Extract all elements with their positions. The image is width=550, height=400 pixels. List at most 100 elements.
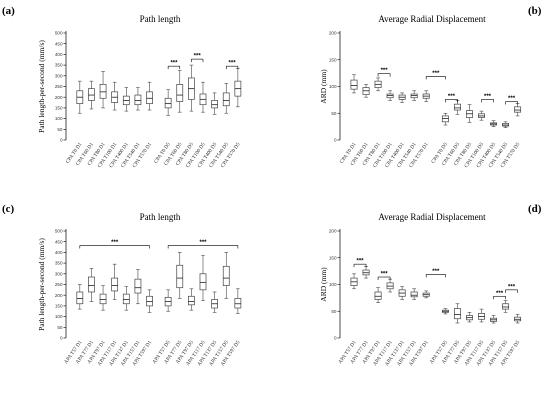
box-iqr (188, 295, 195, 306)
y-axis-label: ARD (mm) (319, 267, 328, 302)
box-plot (122, 286, 130, 311)
box-plot (478, 308, 485, 323)
significance-label: *** (496, 291, 504, 297)
y-axis-label: Path length-per-second (mm/s) (37, 238, 46, 331)
box-plot (386, 278, 394, 293)
box-iqr (453, 103, 461, 111)
box-plot (99, 285, 107, 311)
y-tick-label: 0 (60, 138, 63, 143)
box-iqr (502, 303, 510, 310)
y-tick-label: 50 (57, 325, 63, 330)
chart-panel-1: (a) Path length Path length-per-second (mm… (2, 5, 242, 169)
box-plot (211, 92, 218, 115)
box-plot (514, 314, 522, 324)
box-plot (350, 74, 358, 94)
significance-bracket: *** (505, 284, 518, 293)
box-plot (362, 266, 370, 279)
box-plot (441, 112, 449, 126)
y-tick-label: 300 (55, 271, 63, 276)
box-plot (122, 87, 130, 112)
significance-label: *** (508, 284, 516, 290)
y-tick-label: 350 (55, 261, 63, 266)
y-tick-label: 150 (329, 255, 337, 260)
chart-title: Average Radial Displacement (378, 14, 486, 24)
chart-title: Path length (140, 14, 181, 24)
box-iqr (99, 293, 107, 305)
significance-bracket: *** (377, 68, 391, 77)
significance-label: *** (199, 240, 207, 246)
y-tick-label: 50 (331, 309, 337, 314)
y-tick-label: 500 (55, 31, 63, 36)
significance-bracket: *** (493, 291, 506, 300)
y-axis-label: ARD (mm) (319, 69, 328, 104)
box-plot (478, 110, 485, 121)
box-plot (146, 289, 153, 313)
y-tick-label: 0 (334, 336, 337, 341)
box-iqr (122, 293, 130, 305)
box-plot (134, 87, 142, 111)
box-iqr (146, 91, 153, 104)
box-plot (134, 269, 142, 305)
box-plot (222, 252, 230, 299)
box-plot (374, 287, 382, 303)
y-tick-label: 100 (55, 314, 63, 319)
box-plot (234, 288, 242, 314)
box-plot (465, 104, 473, 123)
y-tick-label: 250 (55, 282, 63, 287)
y-tick-label: 300 (55, 73, 63, 78)
box-iqr (410, 291, 418, 298)
box-plot (398, 92, 406, 103)
box-plot (410, 288, 418, 300)
box-iqr (99, 84, 107, 99)
box-plot (176, 70, 184, 113)
box-plot (188, 288, 195, 311)
box-plot (490, 315, 498, 324)
significance-bracket: *** (425, 71, 446, 80)
y-tick-label: 150 (329, 57, 337, 62)
box-iqr (164, 97, 172, 109)
box-plot (441, 308, 449, 315)
box-iqr (146, 295, 153, 307)
y-tick-label: 200 (55, 293, 63, 298)
significance-bracket: *** (445, 94, 458, 103)
box-iqr (134, 278, 142, 294)
box-iqr (222, 92, 230, 107)
y-tick-label: 250 (55, 84, 63, 89)
box-plot (111, 263, 119, 300)
significance-label: *** (381, 272, 389, 278)
box-plot (490, 120, 498, 127)
significance-bracket: *** (225, 61, 239, 70)
box-iqr (134, 94, 142, 106)
box-iqr (176, 84, 184, 102)
significance-bracket: *** (425, 269, 446, 278)
y-tick-label: 50 (331, 111, 337, 116)
significance-bracket: *** (377, 272, 391, 281)
box-plot (502, 121, 510, 128)
box-plot (76, 80, 84, 114)
box-plot (76, 284, 84, 310)
chart-title: Path length (140, 212, 181, 222)
box-iqr (350, 79, 358, 90)
box-plot (111, 81, 119, 111)
box-iqr (88, 276, 95, 293)
box-iqr (88, 88, 95, 101)
box-plot (374, 77, 382, 92)
chart-panel-2: (b) Average Radial Displacement ARD (mm) 0 5… (319, 5, 542, 169)
box-plot (88, 268, 95, 302)
significance-label: *** (229, 61, 237, 67)
box-plot (362, 84, 370, 98)
y-tick-label: 0 (334, 138, 337, 143)
box-plot (398, 286, 406, 300)
significance-label: *** (170, 61, 178, 67)
significance-bracket: *** (167, 240, 239, 249)
y-tick-label: 500 (55, 229, 63, 234)
y-tick-label: 400 (55, 250, 63, 255)
panel-letter: (d) (528, 203, 542, 215)
y-tick-label: 100 (329, 84, 337, 89)
significance-label: *** (448, 94, 456, 100)
box-plot (386, 90, 394, 101)
significance-label: *** (484, 94, 492, 100)
box-plot (164, 289, 172, 312)
significance-bracket: *** (167, 61, 181, 70)
